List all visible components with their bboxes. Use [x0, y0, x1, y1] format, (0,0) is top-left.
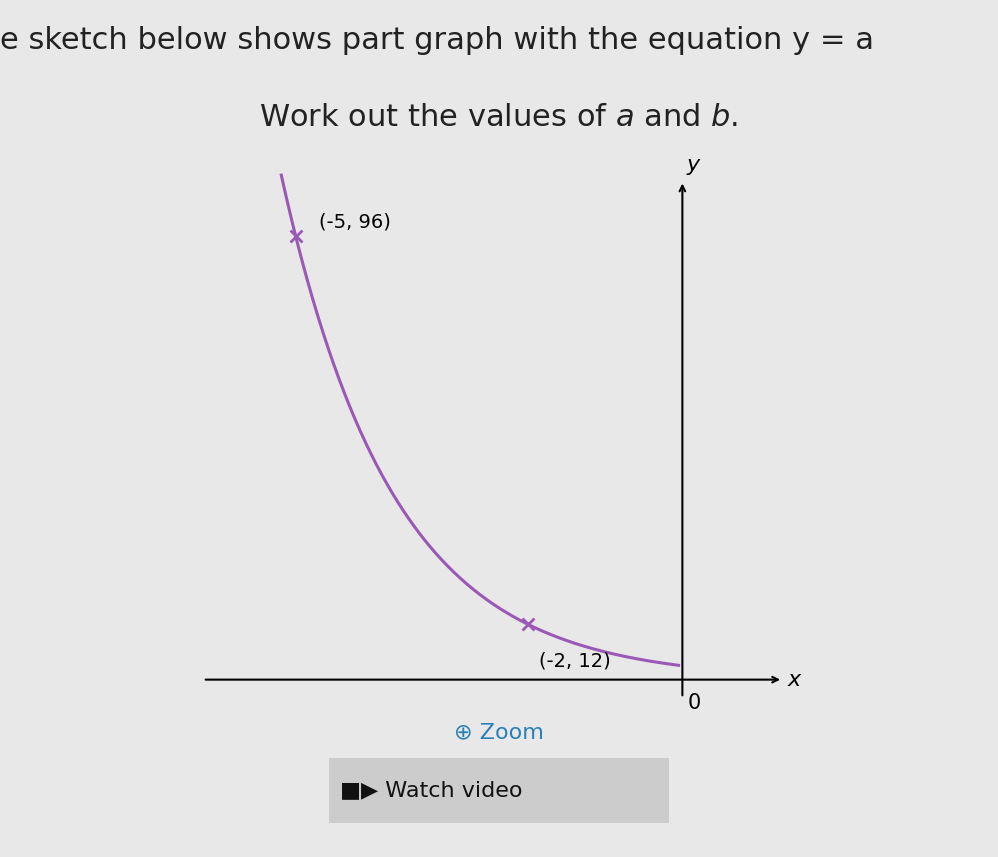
Text: e sketch below shows part graph with the equation y = a: e sketch below shows part graph with the…	[0, 26, 874, 55]
Text: ■▶ Watch video: ■▶ Watch video	[340, 781, 522, 800]
Text: $0$: $0$	[687, 692, 701, 713]
Text: (-2, 12): (-2, 12)	[539, 652, 611, 671]
Text: $x$: $x$	[786, 669, 802, 690]
FancyBboxPatch shape	[312, 755, 686, 826]
Text: (-5, 96): (-5, 96)	[318, 213, 391, 231]
Text: $y$: $y$	[686, 157, 702, 177]
Text: ⊕ Zoom: ⊕ Zoom	[454, 722, 544, 743]
Text: Work out the values of $a$ and $b$.: Work out the values of $a$ and $b$.	[259, 103, 739, 132]
